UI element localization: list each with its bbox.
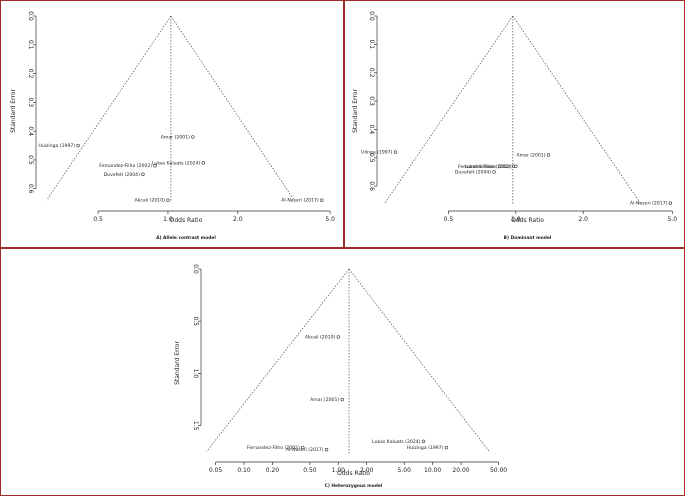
x-tick-label: 2.0	[233, 216, 243, 223]
study-point	[340, 397, 344, 402]
study-point	[153, 163, 157, 168]
funnel-left-line	[206, 268, 350, 452]
x-tick-label: 5.0	[325, 216, 335, 223]
plot-area: 0.0 0.1 0.2 0.3 0.4 0.5 0.6 Standard Error 0.5 1.…	[352, 11, 677, 241]
study-point	[324, 447, 329, 452]
study-label: Duvefelt (2004)	[455, 169, 491, 175]
study-point	[191, 135, 195, 139]
y-tick-label: 0.0	[27, 11, 34, 21]
study-label: Fernandez-Filho (2002)	[458, 164, 511, 170]
study-point	[141, 172, 145, 177]
y-tick-label: 0.2	[368, 68, 375, 78]
funnel-panel-b: 0.0 0.1 0.2 0.3 0.4 0.5 0.6 Standard Error 0.5 1.…	[344, 0, 685, 248]
funnel-right-line	[170, 15, 295, 201]
study-point	[546, 153, 551, 157]
study-point	[336, 335, 341, 339]
y-axis-label: Standard Error	[352, 89, 359, 133]
study-label: Fernandez-Filho (2002)	[99, 163, 152, 169]
study-point	[492, 170, 496, 174]
plot-area: 0.0 0.5 1.0 1.5 Standard Error 0.05 0.10 0.20 0.…	[174, 264, 507, 489]
study-label: Huizinga (1997)	[407, 445, 444, 451]
study-label: Duvefelt (2004)	[104, 172, 140, 178]
y-axis-label: Standard Error	[174, 341, 181, 385]
y-tick-label: 0.0	[368, 11, 375, 21]
y-tick-label: 0.2	[27, 69, 34, 79]
plot-area: 0.0 0.1 0.2 0.3 0.4 0.5 0.6 Standard Error 0.5 1.…	[10, 11, 335, 241]
funnel-plot-c: 0.0 0.5 1.0 1.5 Standard Error 0.05 0.10 0.20 0.…	[174, 264, 507, 489]
panel-caption: A) Allele contrast model	[156, 235, 216, 241]
x-axis-label: Odds Ratio	[337, 470, 370, 477]
x-tick-label: 5.0	[668, 216, 678, 223]
x-tick-label: 0.50	[303, 467, 317, 474]
study-label: Al-Naseri (2017)	[286, 447, 324, 453]
study-label: Huizinga (1997)	[38, 143, 75, 149]
study-label: Akcali (2010)	[135, 198, 166, 204]
y-tick-label: 0.5	[192, 316, 199, 326]
y-tick-label: 0.4	[27, 126, 34, 136]
study-point	[668, 201, 673, 205]
y-axis-label: Standard Error	[10, 89, 17, 133]
x-tick-label: 0.5	[93, 216, 103, 223]
panel-caption: B) Dominant model	[504, 235, 552, 241]
study-point	[76, 143, 80, 148]
y-tick-label: 0.4	[368, 125, 375, 135]
panel-caption: C) Heterozygous model	[325, 483, 383, 489]
x-tick-label: 20.00	[452, 467, 469, 474]
study-label: Amar (2001)	[161, 134, 190, 140]
study-label: Amar (2001)	[516, 152, 545, 158]
study-point	[166, 198, 170, 202]
x-axis-label: Odds Ratio	[170, 217, 203, 224]
study-point	[514, 164, 518, 168]
x-axis-label: Odds Ratio	[511, 217, 544, 224]
funnel-right-line	[348, 268, 490, 452]
y-tick-label: 0.5	[27, 155, 34, 165]
study-label: Ulinga (1997)	[361, 150, 393, 156]
study-label: Lukas Kaluats (2024)	[464, 164, 513, 170]
study-point	[421, 439, 426, 444]
study-label: Amar (2001)	[310, 397, 339, 403]
x-tick-label: 0.10	[237, 467, 251, 474]
x-tick-label: 2.0	[578, 216, 588, 223]
x-tick-label: 50.00	[490, 467, 507, 474]
y-tick-label: 0.1	[368, 40, 375, 50]
study-point	[320, 198, 324, 202]
x-tick-label: 10.00	[424, 467, 441, 474]
study-label: Fernandez-Filho (2002)	[247, 445, 300, 451]
funnel-plot-b: 0.0 0.1 0.2 0.3 0.4 0.5 0.6 Standard Error 0.5 1.…	[352, 11, 677, 241]
x-tick-label: 2.00	[360, 467, 374, 474]
x-tick-label: 1.0	[511, 216, 521, 223]
y-tick-label: 1.0	[192, 369, 199, 379]
y-tick-label: 0.5	[368, 153, 375, 163]
funnel-right-line	[512, 15, 641, 204]
x-tick-label: 0.05	[209, 467, 223, 474]
study-point	[301, 445, 305, 450]
y-tick-label: 0.1	[27, 40, 34, 50]
y-tick-label: 1.5	[192, 421, 199, 431]
study-label: Akcali (2010)	[305, 334, 336, 340]
study-label: Lukas Kaluats (2024)	[372, 439, 421, 445]
funnel-panel-c: 0.0 0.5 1.0 1.5 Standard Error 0.05 0.10 0.20 0.…	[0, 248, 685, 496]
study-label: Al-Naseri (2017)	[630, 201, 668, 207]
study-point	[444, 445, 449, 450]
x-tick-label: 0.20	[266, 467, 280, 474]
funnel-plot-a: 0.0 0.1 0.2 0.3 0.4 0.5 0.6 Standard Error 0.5 1.…	[10, 11, 335, 241]
x-tick-label: 1.00	[332, 467, 346, 474]
y-tick-label: 0.6	[368, 181, 375, 191]
funnel-left-line	[384, 15, 514, 204]
x-tick-label: 0.5	[444, 216, 454, 223]
study-label: Al-Naseri (2017)	[281, 198, 319, 204]
study-point	[201, 161, 205, 165]
y-tick-label: 0.3	[368, 96, 375, 106]
x-tick-label: 1.0	[163, 216, 173, 223]
y-tick-label: 0.3	[27, 98, 34, 108]
funnel-panel-a: 0.0 0.1 0.2 0.3 0.4 0.5 0.6 Standard Error 0.5 1.…	[0, 0, 344, 248]
study-point	[393, 150, 398, 154]
study-label: Lukas Kaluats (2024)	[152, 160, 201, 166]
x-tick-label: 5.00	[398, 467, 412, 474]
y-tick-label: 0.0	[192, 264, 199, 274]
y-tick-label: 0.6	[27, 184, 34, 194]
funnel-left-line	[46, 15, 172, 201]
